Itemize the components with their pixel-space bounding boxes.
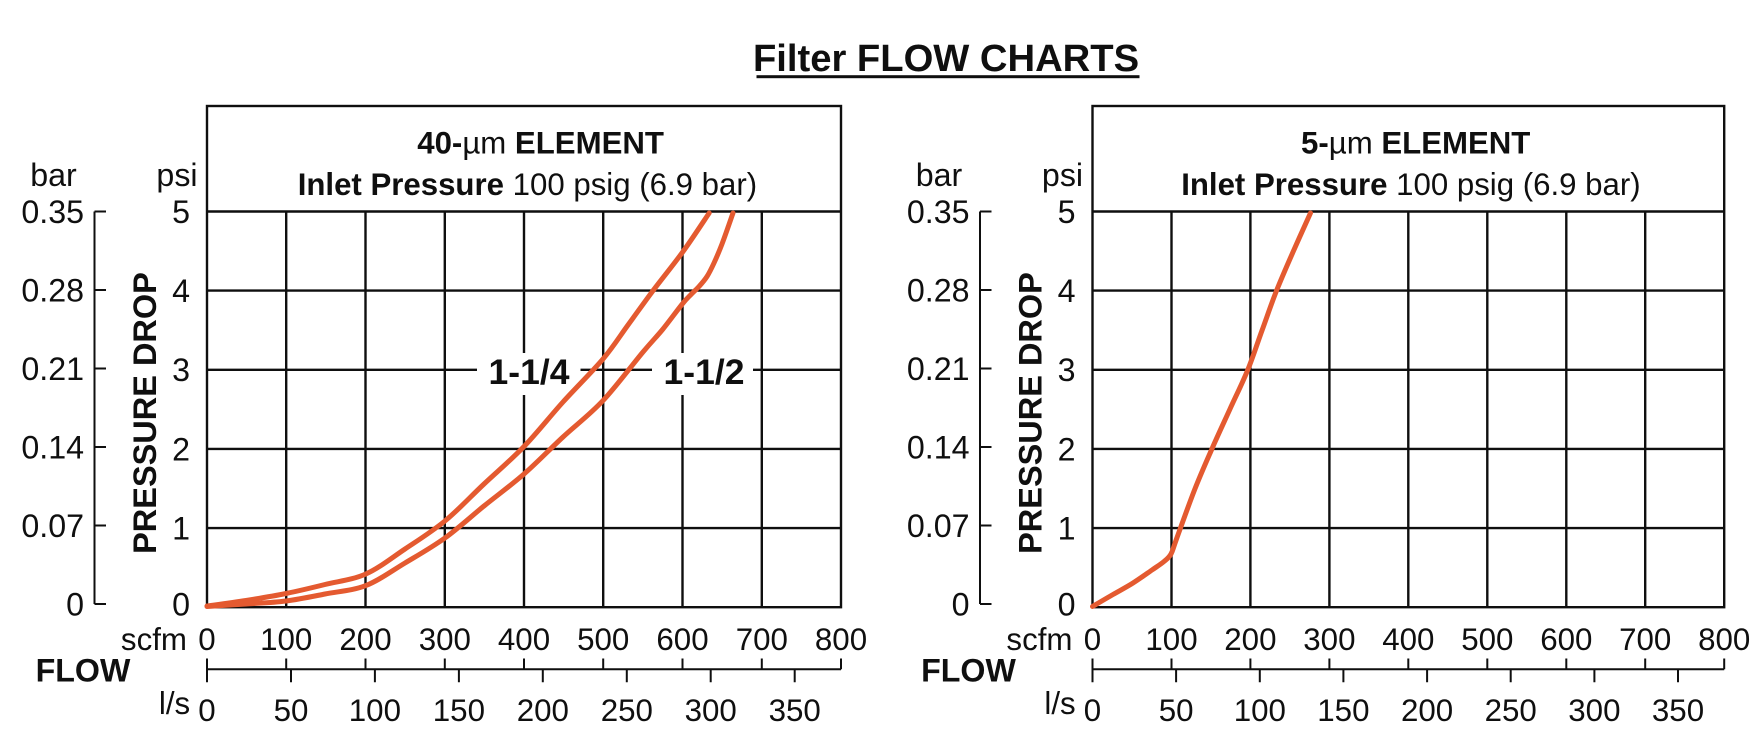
svg-text:600: 600 bbox=[1540, 622, 1592, 657]
svg-text:2: 2 bbox=[1058, 431, 1076, 467]
svg-text:5-µm ELEMENT: 5-µm ELEMENT bbox=[1301, 126, 1530, 161]
svg-text:0.07: 0.07 bbox=[21, 508, 84, 544]
svg-text:3: 3 bbox=[172, 352, 190, 388]
svg-text:200: 200 bbox=[517, 693, 569, 728]
svg-text:200: 200 bbox=[1401, 693, 1453, 728]
svg-text:PRESSURE DROP: PRESSURE DROP bbox=[127, 272, 163, 554]
svg-text:350: 350 bbox=[1652, 693, 1704, 728]
svg-text:Inlet Pressure 100 psig (6.9 b: Inlet Pressure 100 psig (6.9 bar) bbox=[1181, 167, 1640, 202]
svg-text:150: 150 bbox=[1317, 693, 1369, 728]
svg-text:300: 300 bbox=[419, 622, 471, 657]
svg-text:50: 50 bbox=[274, 693, 309, 728]
svg-text:500: 500 bbox=[1461, 622, 1513, 657]
svg-text:bar: bar bbox=[30, 157, 77, 193]
svg-text:1-1/4: 1-1/4 bbox=[489, 352, 570, 392]
svg-text:4: 4 bbox=[172, 273, 190, 309]
svg-text:Inlet Pressure 100 psig (6.9 b: Inlet Pressure 100 psig (6.9 bar) bbox=[298, 167, 757, 202]
svg-text:1: 1 bbox=[172, 511, 190, 547]
svg-text:0: 0 bbox=[1084, 693, 1101, 728]
svg-text:scfm: scfm bbox=[121, 622, 187, 657]
svg-text:100: 100 bbox=[349, 693, 401, 728]
svg-text:700: 700 bbox=[1619, 622, 1671, 657]
svg-text:100: 100 bbox=[260, 622, 312, 657]
svg-text:200: 200 bbox=[1224, 622, 1276, 657]
svg-text:0: 0 bbox=[198, 693, 215, 728]
svg-text:0: 0 bbox=[198, 622, 215, 657]
svg-text:300: 300 bbox=[685, 693, 737, 728]
svg-text:400: 400 bbox=[1382, 622, 1434, 657]
svg-text:psi: psi bbox=[1042, 157, 1083, 193]
svg-text:300: 300 bbox=[1303, 622, 1355, 657]
svg-text:0: 0 bbox=[66, 586, 84, 622]
svg-text:400: 400 bbox=[498, 622, 550, 657]
svg-text:Filter FLOW CHARTS: Filter FLOW CHARTS bbox=[753, 37, 1139, 80]
svg-text:0.35: 0.35 bbox=[21, 194, 84, 230]
svg-text:l/s: l/s bbox=[159, 686, 190, 721]
svg-text:0.14: 0.14 bbox=[21, 429, 84, 465]
svg-text:40-µm ELEMENT: 40-µm ELEMENT bbox=[417, 126, 664, 161]
svg-text:FLOW: FLOW bbox=[921, 653, 1016, 689]
svg-text:500: 500 bbox=[577, 622, 629, 657]
svg-text:3: 3 bbox=[1058, 352, 1076, 388]
svg-text:0: 0 bbox=[1058, 586, 1076, 622]
svg-text:0.21: 0.21 bbox=[907, 351, 970, 387]
svg-text:250: 250 bbox=[601, 693, 653, 728]
svg-text:0: 0 bbox=[952, 586, 970, 622]
svg-text:200: 200 bbox=[339, 622, 391, 657]
svg-text:0.28: 0.28 bbox=[21, 272, 84, 308]
svg-text:5: 5 bbox=[1058, 194, 1076, 230]
svg-text:250: 250 bbox=[1485, 693, 1537, 728]
svg-text:150: 150 bbox=[433, 693, 485, 728]
svg-text:scfm: scfm bbox=[1006, 622, 1072, 657]
svg-text:5: 5 bbox=[172, 194, 190, 230]
svg-text:0.35: 0.35 bbox=[907, 194, 970, 230]
svg-text:0: 0 bbox=[172, 586, 190, 622]
svg-text:l/s: l/s bbox=[1044, 686, 1075, 721]
svg-text:2: 2 bbox=[172, 431, 190, 467]
svg-text:0.21: 0.21 bbox=[21, 351, 84, 387]
svg-text:0: 0 bbox=[1084, 622, 1101, 657]
svg-text:0.28: 0.28 bbox=[907, 272, 970, 308]
svg-text:psi: psi bbox=[156, 157, 197, 193]
svg-text:300: 300 bbox=[1568, 693, 1620, 728]
svg-text:4: 4 bbox=[1058, 273, 1076, 309]
svg-text:bar: bar bbox=[916, 157, 963, 193]
svg-text:800: 800 bbox=[815, 622, 867, 657]
svg-text:1: 1 bbox=[1058, 511, 1076, 547]
svg-text:350: 350 bbox=[769, 693, 821, 728]
svg-text:FLOW: FLOW bbox=[36, 653, 131, 689]
svg-text:100: 100 bbox=[1145, 622, 1197, 657]
svg-text:50: 50 bbox=[1159, 693, 1194, 728]
svg-text:600: 600 bbox=[656, 622, 708, 657]
svg-text:0.14: 0.14 bbox=[907, 429, 970, 465]
svg-text:800: 800 bbox=[1698, 622, 1750, 657]
svg-text:700: 700 bbox=[736, 622, 788, 657]
svg-text:0.07: 0.07 bbox=[907, 508, 970, 544]
svg-text:100: 100 bbox=[1234, 693, 1286, 728]
svg-text:PRESSURE DROP: PRESSURE DROP bbox=[1013, 272, 1049, 554]
svg-text:1-1/2: 1-1/2 bbox=[664, 352, 745, 392]
